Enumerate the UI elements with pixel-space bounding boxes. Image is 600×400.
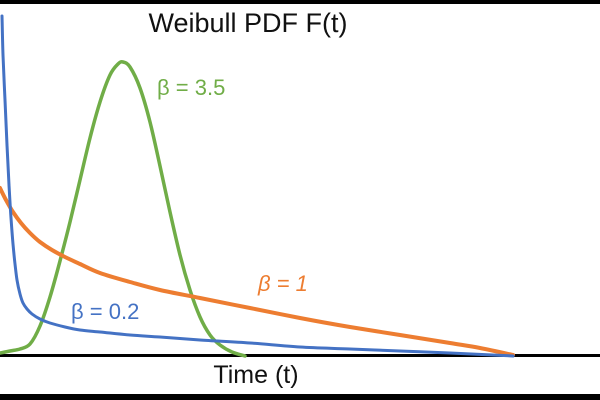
chart-title: Weibull PDF F(t) <box>148 8 348 38</box>
curve-beta-0.2 <box>0 14 515 358</box>
curves-group <box>0 14 515 358</box>
curve-label-beta-3.5: β = 3.5 <box>157 75 226 100</box>
top-border-bar <box>0 0 600 4</box>
curve-beta-1 <box>0 186 515 357</box>
curve-label-beta-0.2: β = 0.2 <box>71 299 140 324</box>
bottom-border-bar <box>0 394 600 400</box>
curve-label-beta-1: β = 1 <box>258 271 308 296</box>
x-axis-label: Time (t) <box>213 361 299 389</box>
curve-beta-3.5 <box>0 60 247 358</box>
